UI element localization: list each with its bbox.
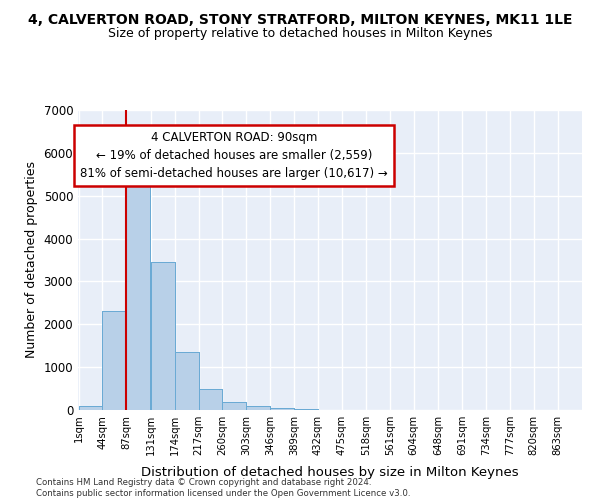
- Bar: [270, 408, 294, 410]
- Bar: [247, 406, 270, 410]
- Bar: [103, 312, 127, 410]
- Bar: [79, 406, 103, 410]
- Bar: [151, 262, 175, 410]
- Bar: [199, 390, 223, 410]
- Bar: [151, 262, 175, 410]
- X-axis label: Distribution of detached houses by size in Milton Keynes: Distribution of detached houses by size …: [141, 466, 519, 479]
- Bar: [127, 176, 150, 410]
- Y-axis label: Number of detached properties: Number of detached properties: [25, 162, 38, 358]
- Bar: [247, 406, 270, 410]
- Bar: [199, 390, 223, 410]
- Text: 4 CALVERTON ROAD: 90sqm
← 19% of detached houses are smaller (2,559)
81% of semi: 4 CALVERTON ROAD: 90sqm ← 19% of detache…: [80, 131, 388, 180]
- Bar: [175, 352, 199, 410]
- Bar: [175, 352, 199, 410]
- Bar: [223, 402, 247, 410]
- Bar: [294, 409, 318, 410]
- Bar: [103, 312, 127, 410]
- Bar: [294, 409, 318, 410]
- Bar: [223, 402, 247, 410]
- Bar: [127, 176, 150, 410]
- Text: Size of property relative to detached houses in Milton Keynes: Size of property relative to detached ho…: [108, 28, 492, 40]
- Text: Contains HM Land Registry data © Crown copyright and database right 2024.
Contai: Contains HM Land Registry data © Crown c…: [36, 478, 410, 498]
- Text: 4, CALVERTON ROAD, STONY STRATFORD, MILTON KEYNES, MK11 1LE: 4, CALVERTON ROAD, STONY STRATFORD, MILT…: [28, 12, 572, 26]
- Bar: [270, 408, 294, 410]
- Bar: [79, 406, 103, 410]
